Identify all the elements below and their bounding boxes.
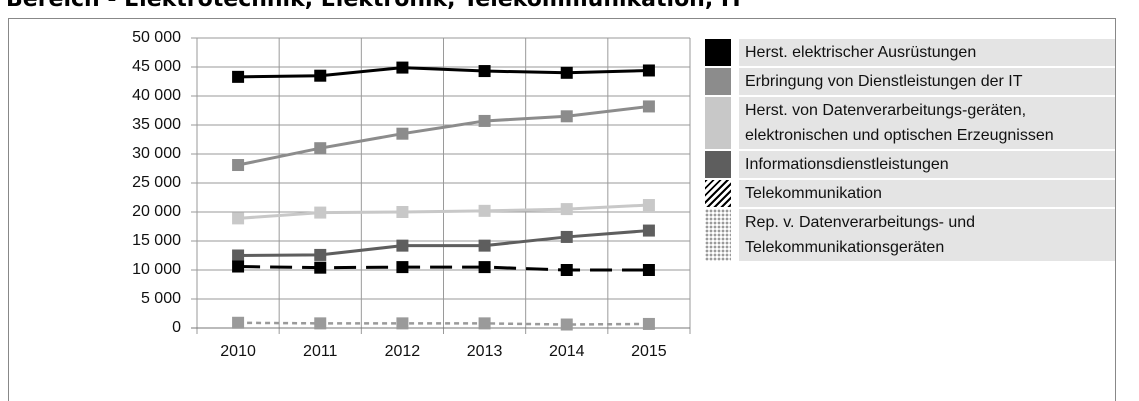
y-tick-label: 40 000 [132,87,181,104]
x-tick-label: 2014 [549,343,585,360]
y-tick-label: 5 000 [141,290,181,307]
marker [642,100,655,113]
x-tick-label: 2011 [303,343,338,360]
series-line [238,66,649,79]
legend-item: Telekommunikation [705,180,1115,207]
marker [314,248,327,261]
marker [232,159,245,172]
y-tick-label: 20 000 [132,203,181,220]
marker [478,65,491,78]
y-tick-label: 25 000 [132,174,181,191]
marker [642,317,655,330]
legend-swatch [705,180,731,207]
marker [478,204,491,217]
marker [560,203,573,216]
marker [396,261,409,274]
marker [478,261,491,274]
legend-label: Herst. von Datenverarbeitungs-geräten, e… [739,97,1115,149]
marker [396,127,409,140]
marker [396,317,409,330]
legend-item: Rep. v. Datenverarbeitungs- und Telekomm… [705,209,1115,261]
marker [232,70,245,83]
legend-label: Erbringung von Dienstleistungen der IT [739,68,1115,95]
series-line [238,265,649,272]
marker [314,206,327,219]
series-line [238,229,650,257]
chart-frame [8,18,1116,401]
marker [232,249,245,262]
series-line [238,321,649,326]
legend-swatch [705,68,731,95]
series-line [237,104,650,167]
legend-label: Rep. v. Datenverarbeitungs- und Telekomm… [739,209,1115,261]
legend-label: Informationsdienstleistungen [739,151,1115,178]
marker [396,239,409,252]
legend-item: Informationsdienstleistungen [705,151,1115,178]
marker [560,110,573,123]
marker [396,206,409,218]
marker [642,199,655,212]
marker [560,264,573,276]
y-tick-label: 35 000 [132,116,181,133]
marker [232,316,245,329]
marker [642,264,655,276]
x-tick-label: 2015 [631,343,667,360]
legend-swatch [705,39,731,66]
legend-item: Erbringung von Dienstleistungen der IT [705,68,1115,95]
legend-label: Telekommunikation [739,180,1115,207]
marker [560,66,573,79]
marker [232,260,245,273]
marker [642,224,655,237]
legend-swatch [705,97,731,149]
marker [560,230,573,243]
marker [314,261,327,274]
y-tick-label: 30 000 [132,145,181,162]
legend-swatch [705,151,731,178]
y-tick-label: 50 000 [132,29,181,46]
y-tick-label: 15 000 [132,232,181,249]
legend-label: Herst. elektrischer Ausrüstungen [739,39,1115,66]
legend-item: Herst. von Datenverarbeitungs-geräten, e… [705,97,1115,149]
marker [478,317,491,330]
marker [314,142,327,155]
x-tick-label: 2010 [220,343,256,360]
y-tick-label: 10 000 [132,261,181,278]
y-tick-label: 0 [172,319,181,336]
y-tick-label: 45 000 [132,58,181,75]
x-tick-label: 2013 [467,343,503,360]
marker [478,239,491,252]
marker [314,69,327,82]
marker [232,212,245,225]
marker [642,64,655,77]
x-tick-label: 2012 [385,343,421,360]
series-line [237,203,649,220]
legend-item: Herst. elektrischer Ausrüstungen [705,39,1115,66]
marker [314,317,327,330]
marker [396,61,409,74]
legend-swatch [705,209,731,261]
legend: Herst. elektrischer Ausrüstungen Erbringu… [705,39,1115,261]
marker [478,114,491,127]
marker [560,318,573,331]
chart-title: Bereich - Elektrotechnik, Elektronik, Te… [6,0,744,12]
